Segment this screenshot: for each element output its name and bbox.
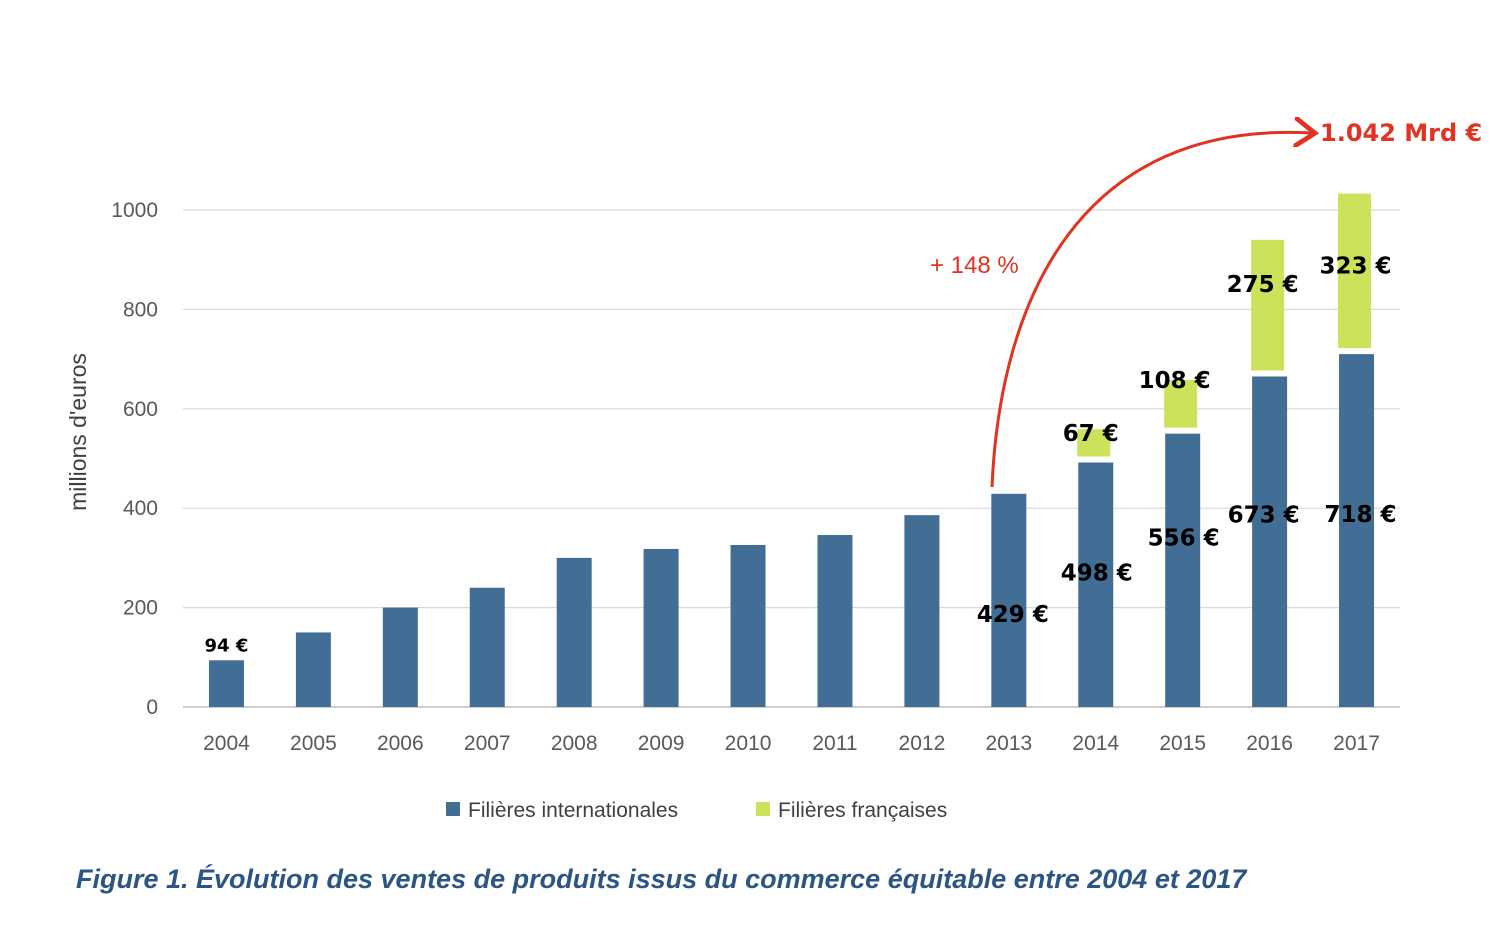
x-tick-2016: 2016 — [1246, 732, 1293, 755]
x-tick-2005: 2005 — [290, 732, 337, 755]
bar-international-2015 — [1165, 433, 1201, 707]
bar-french-2014 — [1077, 429, 1111, 457]
x-tick-2007: 2007 — [464, 732, 511, 755]
data-label-2016-french: 275 € — [1227, 272, 1299, 298]
data-label-2015-french: 108 € — [1139, 368, 1211, 394]
x-tick-2008: 2008 — [551, 732, 598, 755]
bar-international-2010 — [730, 544, 766, 707]
growth-arrow — [990, 132, 1312, 488]
total-annotation: 1.042 Mrd € — [1320, 119, 1482, 147]
data-label-2013-international: 429 € — [977, 602, 1049, 628]
data-labels: 94 € 429 € 498 € 67 € 556 € 108 € 673 € 275 € 71… — [205, 254, 1397, 657]
x-tick-2017: 2017 — [1333, 732, 1380, 755]
bar-french-2017 — [1338, 193, 1372, 349]
bar-international-2006 — [382, 607, 418, 707]
y-tick-0: 0 — [146, 696, 158, 719]
data-label-2004-international: 94 € — [205, 635, 249, 656]
data-label-2014-french: 67 € — [1063, 421, 1119, 447]
legend-swatch-international — [446, 802, 460, 816]
bar-international-2011 — [817, 535, 853, 707]
bar-international-2009 — [643, 548, 679, 707]
x-tick-2015: 2015 — [1159, 732, 1206, 755]
y-tick-200: 200 — [123, 597, 158, 620]
bar-international-2017 — [1339, 354, 1375, 707]
y-tick-600: 600 — [123, 398, 158, 421]
legend-label-french: Filières françaises — [778, 799, 947, 822]
x-tick-2006: 2006 — [377, 732, 424, 755]
bar-international-2014 — [1078, 462, 1114, 707]
x-tick-2011: 2011 — [812, 732, 857, 755]
legend-label-international: Filières internationales — [468, 799, 678, 822]
bar-international-2008 — [556, 557, 592, 707]
bar-french-2016 — [1251, 239, 1285, 371]
data-label-2017-french: 323 € — [1320, 254, 1392, 280]
data-label-2016-international: 673 € — [1228, 502, 1300, 528]
y-axis-label: millions d'euros — [65, 353, 91, 511]
figure-caption: Figure 1. Évolution des ventes de produi… — [76, 864, 1247, 894]
gridlines — [183, 209, 1400, 708]
x-tick-2009: 2009 — [638, 732, 685, 755]
x-axis-ticks: 2004 2005 2006 2007 2008 2009 2010 2011 2012 2013… — [203, 732, 1380, 755]
bar-international-2004 — [208, 660, 244, 707]
data-label-2017-international: 718 € — [1325, 502, 1397, 528]
bars — [208, 193, 1375, 707]
y-tick-1000: 1000 — [111, 199, 158, 222]
y-tick-800: 800 — [123, 298, 158, 321]
x-tick-2014: 2014 — [1072, 732, 1119, 755]
growth-annotation: + 148 % — [930, 252, 1019, 279]
x-tick-2013: 2013 — [985, 732, 1032, 755]
data-label-2015-international: 556 € — [1148, 526, 1220, 552]
bar-international-2016 — [1252, 376, 1288, 707]
bar-international-2007 — [469, 587, 505, 707]
y-axis-ticks: 0 200 400 600 800 1000 — [111, 199, 158, 719]
x-tick-2012: 2012 — [899, 732, 946, 755]
bar-french-2015 — [1164, 379, 1198, 428]
y-tick-400: 400 — [123, 497, 158, 520]
x-tick-2004: 2004 — [203, 732, 250, 755]
bar-international-2013 — [991, 493, 1027, 707]
bar-international-2012 — [904, 515, 940, 707]
legend: Filières internationales Filières frança… — [446, 799, 947, 822]
x-tick-2010: 2010 — [725, 732, 772, 755]
bar-international-2005 — [295, 632, 331, 707]
legend-swatch-french — [756, 802, 770, 816]
data-label-2014-international: 498 € — [1061, 560, 1133, 586]
